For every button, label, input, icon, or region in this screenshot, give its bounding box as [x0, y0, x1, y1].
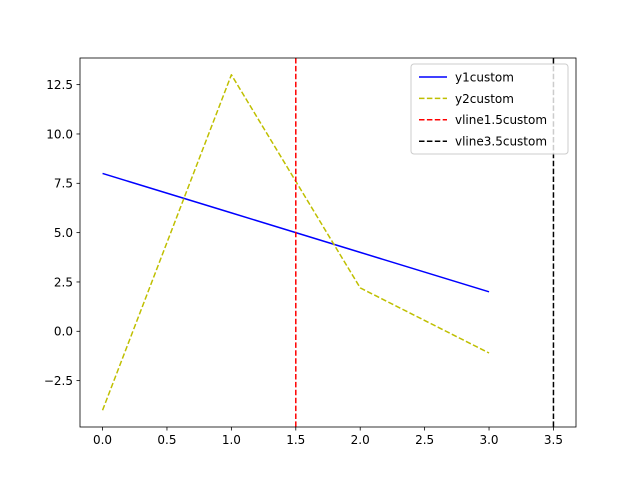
x-tick-label-1: 0.5 [157, 433, 176, 447]
x-tick-label-5: 2.5 [415, 433, 434, 447]
y-tick-label-2: 2.5 [54, 275, 73, 289]
y-tick-label-5: 10.0 [46, 127, 73, 141]
x-tick-label-4: 2.0 [351, 433, 370, 447]
legend-label-vline3.5custom: vline3.5custom [455, 135, 547, 149]
axis-layer: 0.0 0.5 1.0 1.5 2.0 2.5 3.0 3.5 −2.5 0.0 2.5 5.0 7.5… [44, 57, 577, 447]
plot-layer [101, 58, 555, 427]
x-tick-label-7: 3.5 [544, 433, 563, 447]
legend: y1custom y2custom vline1.5custom vline3.5cu… [410, 63, 569, 155]
legend-label-y1custom: y1custom [455, 70, 514, 84]
x-tick-label-3: 1.5 [286, 433, 305, 447]
x-tick-label-2: 1.0 [222, 433, 241, 447]
y-tick-label-0: −2.5 [44, 374, 73, 388]
y-tick-label-1: 0.0 [54, 325, 73, 339]
x-tick-label-6: 3.0 [479, 433, 498, 447]
plot-frame [79, 57, 577, 428]
plot-content [101, 58, 555, 427]
legend-label-vline1.5custom: vline1.5custom [455, 113, 547, 127]
x-tick-label-0: 0.0 [93, 433, 112, 447]
legend-label-y2custom: y2custom [455, 92, 514, 106]
y-tick-label-4: 7.5 [54, 177, 73, 191]
y-tick-label-6: 12.5 [46, 78, 73, 92]
y-tick-label-3: 5.0 [54, 226, 73, 240]
legend-box [410, 63, 569, 155]
